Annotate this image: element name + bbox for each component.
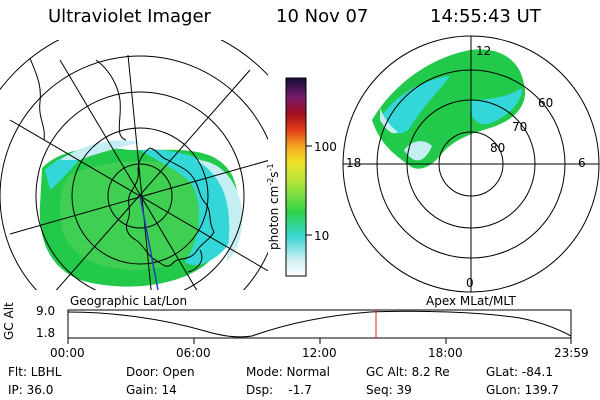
info-mode: Mode: Normal [246,365,330,379]
timeline-tick-2: 12:00 [302,346,337,360]
info-ip: IP: 36.0 [8,383,54,397]
altitude-timeline [67,309,572,344]
info-gain: Gain: 14 [126,383,177,397]
info-glon: GLon: 139.7 [486,383,559,397]
mlat-label-80: 80 [490,141,506,155]
timeline-y-bottom: 1.8 [36,326,56,340]
info-door: Door: Open [126,365,195,379]
coastline [125,147,215,267]
colorbar [285,77,307,277]
mlt-label-18: 18 [346,156,362,170]
aurora-oval-right [372,49,526,169]
instrument-title: Ultraviolet Imager [48,6,211,27]
time-label: 14:55:43 UT [430,6,541,27]
timeline-tick-1: 06:00 [176,346,211,360]
info-glat: GLat: -84.1 [486,365,553,379]
date-label: 10 Nov 07 [276,6,369,27]
colorbar-tick-100: 100 [314,140,337,154]
timeline-ylabel: GC Alt [2,302,16,340]
mlt-label-6: 6 [578,156,586,170]
timeline-tick-0: 00:00 [50,346,85,360]
geographic-map [0,40,268,290]
terminator-line [139,195,159,290]
timeline-y-top: 9.0 [36,304,56,318]
mlat-label-70: 70 [512,120,528,134]
right-panel-label: Apex MLat/MLT [426,294,516,308]
colorbar-unit-label: photon cm-2s-1 [266,163,281,250]
info-gc-alt: GC Alt: 8.2 Re [366,365,450,379]
mlat-label-60: 60 [538,96,554,110]
info-filter: Flt: LBHL [8,365,62,379]
info-seq: Seq: 39 [366,383,412,397]
colorbar-tick-10: 10 [314,229,330,243]
mlt-label-0: 0 [466,276,474,290]
left-panel-label: Geographic Lat/Lon [70,294,188,308]
timeline-tick-3: 18:00 [428,346,463,360]
apex-polar-plot [342,35,600,293]
info-dsp: Dsp: -1.7 [246,383,312,397]
mlt-label-12: 12 [476,44,492,58]
altitude-curve [67,310,572,338]
timeline-tick-4: 23:59 [554,346,589,360]
